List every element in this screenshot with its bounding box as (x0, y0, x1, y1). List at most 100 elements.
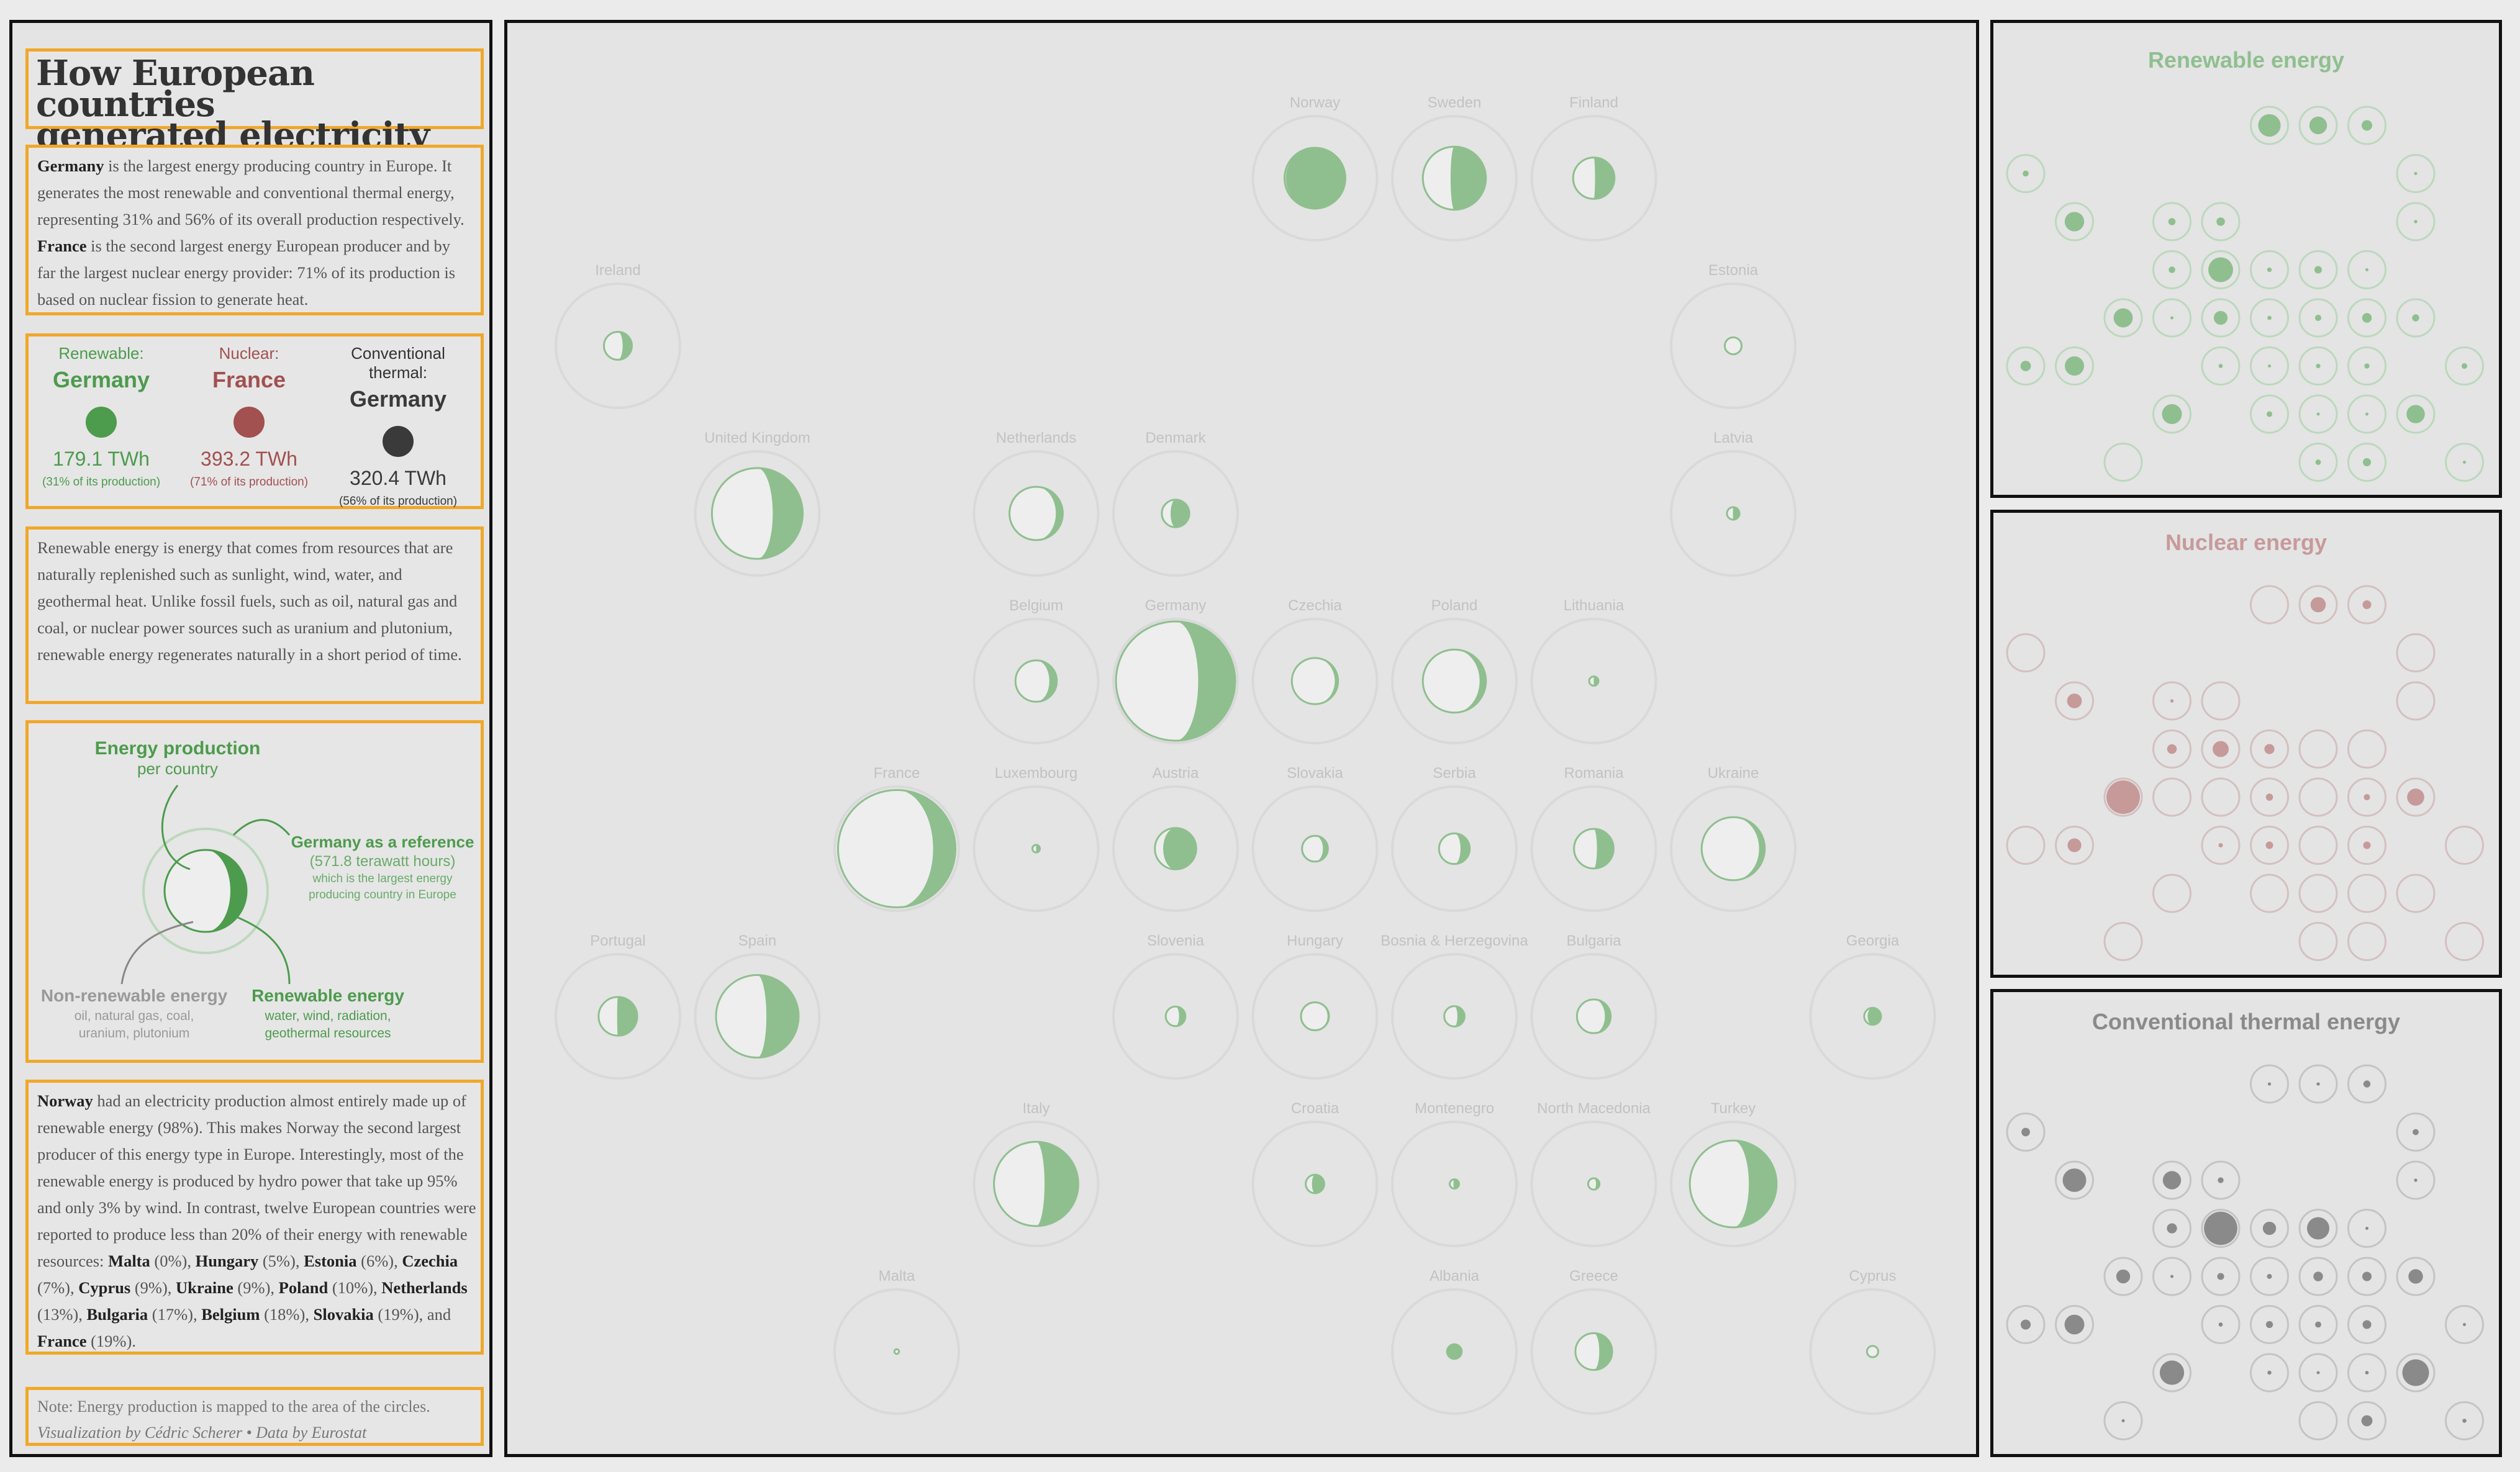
country-tile[interactable]: Bulgaria (1530, 932, 1657, 1080)
small-map-tile (2006, 1305, 2046, 1344)
country-tile[interactable]: Czechia (1251, 597, 1379, 744)
small-map-ring (2298, 585, 2338, 625)
country-tile[interactable]: Hungary (1251, 932, 1379, 1080)
leader-column: Renewable: Germany 179.1 TWh (31% of its pr… (30, 344, 173, 489)
country-tile[interactable]: Serbia (1391, 765, 1518, 912)
country-tile[interactable]: Lithuania (1530, 597, 1657, 744)
country-tile[interactable]: Croatia (1251, 1100, 1379, 1247)
country-tile[interactable]: Malta (833, 1268, 960, 1415)
legend-nonrenew-sub2: uranium, plutonium (79, 1026, 190, 1041)
small-map-ring (2347, 1401, 2386, 1440)
small-map-value-dot (2121, 1419, 2125, 1422)
leader-country: Germany (349, 386, 447, 412)
country-renewable-share (1593, 1178, 1600, 1190)
small-map-ring (2298, 1064, 2338, 1104)
small-map-tile (2250, 1209, 2289, 1248)
legend-leader-renew (233, 914, 291, 985)
country-tile[interactable]: Sweden (1391, 94, 1518, 242)
small-map-value-dot (2067, 838, 2082, 852)
country-tile[interactable]: Luxembourg (972, 765, 1100, 912)
country-tile[interactable]: Georgia (1809, 932, 1936, 1080)
small-map-value-dot (2264, 744, 2275, 754)
small-map-tile (2347, 443, 2386, 482)
small-map-ring (2201, 729, 2241, 769)
country-tile[interactable]: Belgium (972, 597, 1100, 744)
small-map-value-dot (2267, 1082, 2272, 1086)
small-map-tile (2298, 298, 2338, 338)
country-tile[interactable]: Cyprus (1809, 1268, 1936, 1415)
country-label: France (874, 765, 920, 782)
country-tile[interactable]: Slovenia (1112, 932, 1239, 1080)
np-p6: (9%), (233, 1278, 279, 1297)
country-tile[interactable]: Albania (1391, 1268, 1518, 1415)
small-map-tile (2347, 585, 2386, 625)
country-renewable-share (1036, 1142, 1079, 1226)
np-c5: Cyprus (78, 1278, 131, 1297)
small-map-ring (2347, 443, 2386, 482)
small-map-value-dot (2362, 313, 2372, 323)
small-map-tile (2103, 1401, 2143, 1440)
country-tile[interactable]: Spain (694, 932, 821, 1080)
small-map-value-dot (2365, 412, 2368, 416)
country-tile[interactable]: Turkey (1670, 1100, 1797, 1247)
country-tile[interactable]: Denmark (1112, 430, 1239, 577)
country-tile[interactable]: Slovakia (1251, 765, 1379, 912)
np-p1: (0%), (150, 1252, 196, 1270)
small-map-value-dot (2262, 1221, 2277, 1235)
small-map-ring (2103, 298, 2143, 338)
country-tile[interactable]: Italy (972, 1100, 1100, 1247)
small-map-tile (2006, 346, 2046, 386)
country-tile[interactable]: Norway (1251, 94, 1379, 242)
small-map-ring (2298, 874, 2338, 913)
country-label: Cyprus (1849, 1268, 1896, 1285)
country-tile[interactable]: Romania (1530, 765, 1657, 912)
country-tile[interactable]: Netherlands (972, 430, 1100, 577)
country-tile[interactable]: United Kingdom (694, 430, 821, 577)
intro-germany-text: is the largest energy producing country … (37, 156, 465, 228)
small-map-tile (2250, 1305, 2289, 1344)
small-map-tile (2201, 298, 2241, 338)
small-map-tile (2298, 1401, 2338, 1440)
country-tile[interactable]: Poland (1391, 597, 1518, 744)
renewable-small-map: Renewable energy (2006, 47, 2484, 482)
country-tile[interactable]: Germany (1112, 597, 1239, 744)
country-renewable-share (1036, 844, 1040, 853)
country-label: Estonia (1708, 262, 1759, 279)
small-map-tile (2347, 298, 2386, 338)
small-map-tile (2445, 922, 2484, 961)
leader-pct: (56% of its production) (338, 495, 458, 508)
small-map-ring (2103, 443, 2143, 482)
country-tile[interactable]: Finland (1530, 94, 1657, 242)
country-tile[interactable]: Latvia (1670, 430, 1797, 577)
small-map-ring (2396, 1257, 2436, 1296)
country-tile[interactable]: France (833, 765, 960, 912)
small-map-value-dot (2204, 1211, 2237, 1245)
country-label: Hungary (1287, 932, 1343, 949)
legend-nonrenew-sub1: oil, natural gas, coal, (75, 1009, 194, 1023)
small-map-ring (2152, 250, 2191, 289)
country-tile[interactable]: Ireland (555, 262, 681, 409)
country-label: Norway (1290, 94, 1340, 111)
small-map-ring (2250, 394, 2289, 434)
legend-card: Energy production per country Germany as… (25, 720, 484, 1063)
country-tile[interactable]: Greece (1530, 1268, 1657, 1415)
country-tile[interactable]: Montenegro (1391, 1100, 1518, 1247)
country-tile[interactable]: Bosnia & Herzegovina (1380, 932, 1528, 1080)
country-tile[interactable]: Portugal (555, 932, 681, 1080)
small-map-tile (2103, 922, 2143, 961)
country-tile[interactable]: Ukraine (1670, 765, 1797, 912)
small-map-tile (2250, 585, 2289, 625)
small-map-tile (2055, 346, 2094, 386)
legend-leader-nonrenew (120, 921, 194, 985)
country-renewable-share (1593, 999, 1611, 1034)
country-tile[interactable]: Austria (1112, 765, 1239, 912)
country-renewable-share (1315, 657, 1338, 705)
country-renewable-share (1450, 147, 1486, 210)
thermal-map-panel: Conventional thermal energy (1990, 989, 2502, 1457)
small-map-ring (2201, 826, 2241, 865)
small-map-ring (2006, 633, 2046, 672)
np-c6: Ukraine (176, 1278, 233, 1297)
country-tile[interactable]: North Macedonia (1530, 1100, 1657, 1247)
small-map-value-dot (2462, 1419, 2467, 1423)
country-tile[interactable]: Estonia (1670, 262, 1797, 409)
